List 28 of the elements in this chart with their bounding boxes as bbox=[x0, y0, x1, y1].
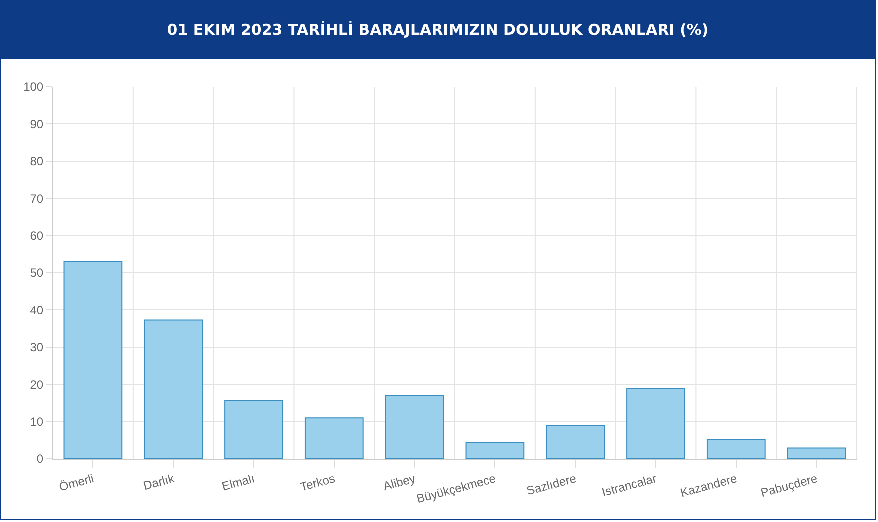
y-tick-label: 60 bbox=[30, 229, 44, 243]
x-tick-label: Sazlıdere bbox=[525, 471, 578, 498]
y-tick-label: 10 bbox=[30, 415, 44, 429]
y-tick-label: 100 bbox=[24, 80, 44, 94]
y-tick-label: 30 bbox=[30, 340, 44, 355]
bar bbox=[626, 388, 686, 459]
y-tick-label: 70 bbox=[30, 192, 44, 206]
y-tick-label: 50 bbox=[30, 266, 44, 280]
bar bbox=[466, 442, 525, 459]
x-tick-label: Terkos bbox=[298, 472, 337, 494]
x-tick-label: Elmalı bbox=[220, 472, 256, 494]
y-tick-label: 0 bbox=[36, 452, 44, 466]
x-tick-label: Alibey bbox=[382, 472, 418, 494]
y-tick-label: 40 bbox=[30, 303, 44, 318]
y-tick-label: 80 bbox=[30, 154, 44, 169]
bar bbox=[385, 395, 444, 459]
chart-title: 01 EKIM 2023 TARİHLİ BARAJLARIMIZIN DOLULUK ORANLARI (%) bbox=[1, 1, 875, 59]
bar bbox=[546, 425, 606, 459]
y-tick-label: 90 bbox=[30, 117, 44, 132]
y-tick-label: 20 bbox=[30, 378, 44, 392]
x-tick-label: Ömerli bbox=[58, 472, 96, 494]
bar bbox=[706, 440, 766, 459]
bar bbox=[64, 261, 123, 459]
bar bbox=[224, 400, 284, 459]
bar bbox=[787, 448, 846, 459]
bar bbox=[304, 418, 364, 459]
x-tick-label: Darlık bbox=[142, 471, 177, 494]
bar bbox=[144, 320, 204, 459]
